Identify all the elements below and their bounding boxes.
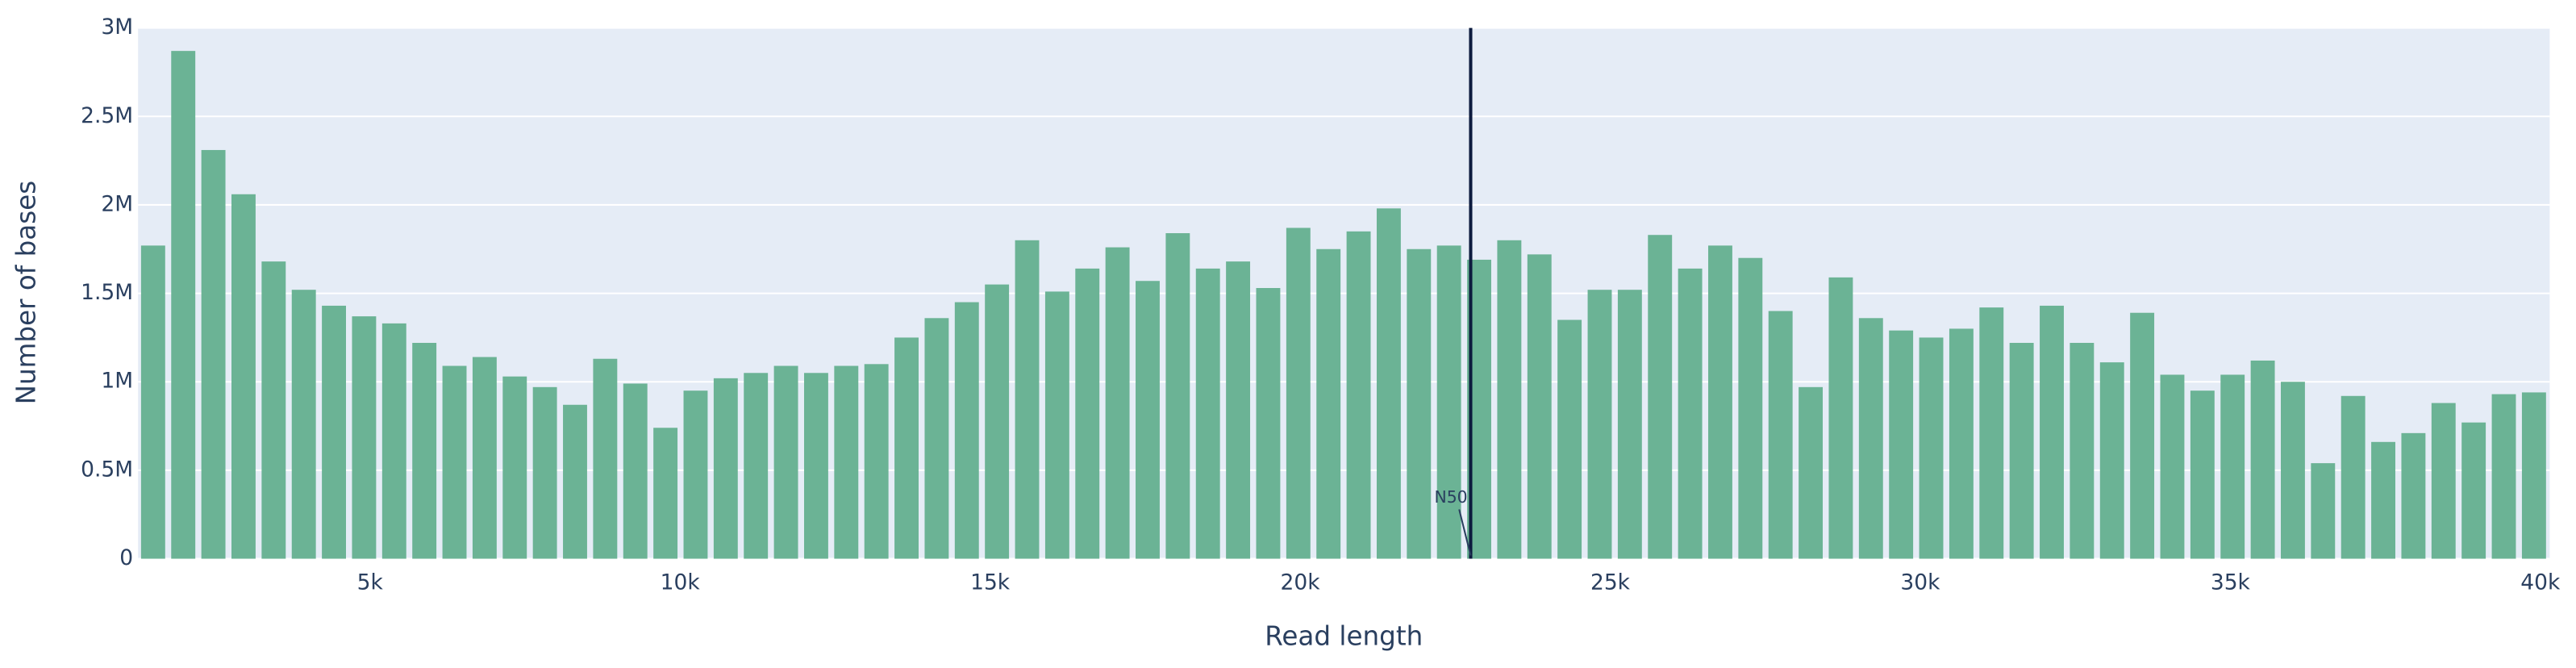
bar [1286,228,1311,559]
x-tick-label: 15k [970,570,1011,595]
bar [1889,330,1914,559]
bar [412,342,437,559]
y-tick-label: 2.5M [81,103,133,128]
bar [2040,305,2064,559]
bar [472,357,497,559]
bar [1256,288,1281,559]
bar [140,245,165,559]
bar [2099,362,2124,559]
bar [2250,360,2275,559]
bar [352,316,377,559]
bar [1738,257,1763,559]
bar [1708,245,1732,559]
bar [2220,374,2245,559]
bar [1436,245,1461,559]
bar [1828,277,1853,559]
bar [2130,312,2155,559]
bar [1587,290,1612,559]
x-tick-label: 35k [2211,570,2251,595]
y-tick-label: 1.5M [81,280,133,305]
bar [1346,231,1371,559]
bar [1799,386,1824,559]
bar [985,284,1010,559]
bar [744,373,769,559]
bar [2340,395,2366,559]
bar [2160,374,2185,559]
bar [713,378,738,559]
bar [1617,290,1642,559]
bar [1497,240,1522,559]
y-tick-label: 1M [101,369,133,394]
bar [1648,235,1673,559]
bar [683,390,708,559]
bar [2070,342,2095,559]
x-axis-title: Read length [1265,620,1423,651]
x-tick-label: 20k [1281,570,1321,595]
bar [201,149,226,559]
bar [1316,248,1341,559]
bar [2431,403,2456,559]
bar [653,428,678,559]
x-tick-label: 5k [357,570,384,595]
n50-arrow [1458,509,1472,556]
y-axis-title: Number of bases [11,181,42,405]
bar [623,383,648,559]
bar [1105,247,1130,559]
bar [924,318,949,559]
bar [1858,318,1883,559]
bar [1919,337,1944,559]
y-tick-label: 2M [101,191,133,216]
bar [1407,248,1432,559]
bar [1949,328,1974,559]
bar [381,323,406,559]
bar [2401,432,2426,559]
bar [1195,268,1220,559]
bar [1044,291,1069,559]
bar [834,365,859,559]
x-tick-label: 40k [2520,570,2561,595]
bar [171,51,196,559]
bar [1979,307,2004,559]
bar [2280,382,2305,559]
bar [532,386,557,559]
bar [1075,268,1100,559]
x-tick-label: 25k [1590,570,1631,595]
y-tick-label: 3M [101,15,133,40]
bar [2009,342,2034,559]
bar [261,261,286,559]
bar [322,305,347,559]
x-tick-label: 10k [661,570,701,595]
y-tick-label: 0.5M [81,457,133,482]
bar [773,365,798,559]
bar [2311,463,2336,559]
bar [1678,268,1703,559]
bar [593,358,618,559]
bar [803,373,828,559]
bar [291,290,316,559]
x-tick-label: 30k [1900,570,1940,595]
bar [1527,254,1552,559]
bar [1015,240,1040,559]
bar [2371,441,2395,559]
bar [1165,233,1190,559]
bar [954,302,979,559]
bar [1557,319,1582,559]
bar [864,364,889,559]
bar [231,194,256,559]
bar [2190,390,2215,559]
bar [2521,392,2546,559]
bar [563,404,587,559]
bar [894,337,919,559]
n50-label: N50 [1434,487,1467,507]
bar [1136,281,1160,559]
bar [1226,261,1251,559]
bar [2491,394,2516,559]
bar [442,365,467,559]
bar [1768,311,1793,559]
bar [1376,208,1401,559]
bar [502,376,527,559]
bar [2461,422,2486,559]
y-tick-label: 0 [119,545,133,570]
